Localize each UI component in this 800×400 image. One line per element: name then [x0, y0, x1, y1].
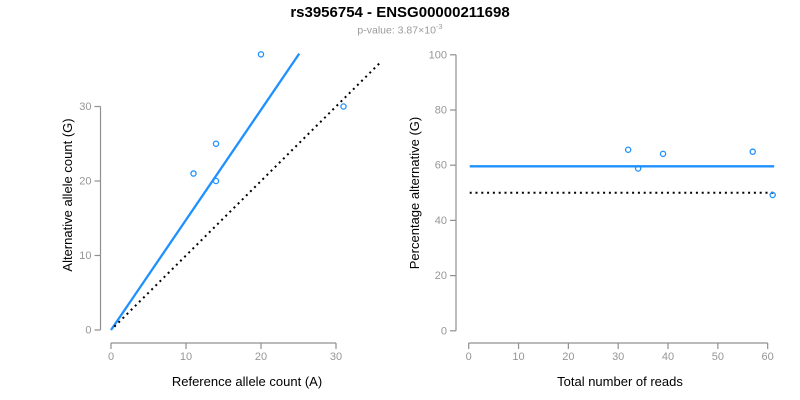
p-value-subtitle: p-value: 3.87×10-3	[0, 22, 800, 37]
x-tick-label: 0	[466, 351, 472, 363]
x-tick-label: 40	[662, 351, 674, 363]
y-axis: 0 10 20 30 Alternative allele count (G)	[60, 101, 102, 337]
page-title: rs3956754 - ENSG00000211698	[290, 4, 510, 21]
data-point	[212, 177, 220, 185]
p-value-text: p-value: 3.87×10	[357, 24, 436, 37]
x-tick-label: 60	[762, 351, 774, 363]
x-tick-label: 30	[330, 351, 342, 363]
x-tick-label: 50	[712, 351, 724, 363]
y-tick-label: 0	[441, 325, 447, 337]
x-tick-label: 20	[255, 351, 267, 363]
y-axis-title: Percentage alternative (G)	[407, 117, 422, 269]
y-tick-label: 20	[435, 270, 447, 282]
y-tick-label: 20	[79, 176, 91, 188]
y-tick-label: 40	[435, 215, 447, 227]
data-points	[624, 146, 776, 199]
x-axis: 0 10 20 30 40 50 60 Total number of reads	[466, 342, 774, 389]
x-tick-label: 0	[108, 351, 114, 363]
data-points	[190, 51, 347, 185]
data-point	[190, 170, 197, 177]
x-tick-label: 30	[612, 351, 624, 363]
y-tick-label: 0	[85, 325, 91, 337]
percentage-reads-scatter: 0 10 20 30 40 50 60 Total number of reads 0 20 40 6…	[407, 49, 776, 389]
x-tick-label: 10	[512, 351, 524, 363]
y-axis-title: Alternative allele count (G)	[60, 118, 75, 271]
data-point	[340, 103, 347, 110]
data-point	[749, 148, 756, 155]
identity-line	[113, 62, 381, 328]
y-tick-label: 30	[79, 101, 91, 113]
p-value-exponent: -3	[435, 22, 443, 31]
x-axis: 0 10 20 30 Reference allele count (A)	[108, 342, 342, 389]
x-axis-title: Total number of reads	[557, 374, 683, 389]
x-tick-label: 20	[562, 351, 574, 363]
data-point	[634, 165, 642, 172]
y-tick-label: 60	[435, 160, 447, 172]
allele-count-scatter: 0 10 20 30 Reference allele count (A) 0 10 20 30…	[60, 51, 381, 389]
y-axis: 0 20 40 60 80 100 Percentage alternative (G)	[407, 49, 457, 337]
data-point	[769, 191, 776, 199]
data-point	[624, 146, 632, 153]
x-axis-title: Reference allele count (A)	[172, 374, 322, 389]
x-tick-label: 10	[180, 351, 192, 363]
data-point	[257, 51, 265, 58]
y-tick-label: 80	[435, 105, 447, 117]
data-point	[659, 150, 667, 158]
fit-line	[110, 52, 301, 331]
y-tick-label: 100	[429, 49, 447, 61]
y-tick-label: 10	[79, 250, 91, 262]
data-point	[212, 140, 220, 147]
